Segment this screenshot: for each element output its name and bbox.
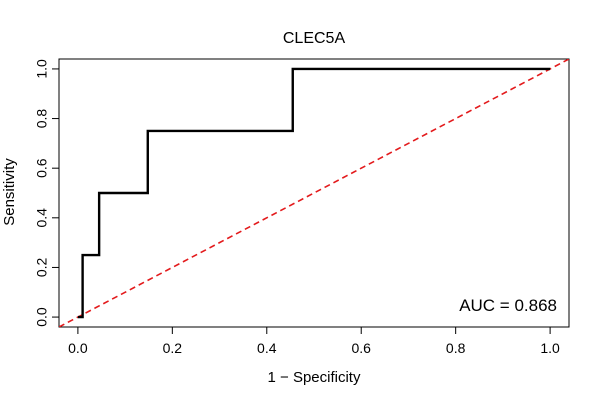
plot-area: 0.0 0.2 0.4 0.6 0.8 1.0 0.0 0.2 0.4 0.6 0.8 1.0 AUC …: [34, 58, 570, 356]
reference-line: [59, 59, 569, 327]
y-axis-title: Sensitivity: [1, 158, 18, 226]
roc-curve: [77, 67, 551, 319]
chart-title: CLEC5A: [283, 30, 346, 47]
x-tick-label: 1.0: [540, 340, 560, 356]
y-tick-label: 0.0: [34, 307, 50, 327]
x-tick-label: 0.8: [446, 340, 466, 356]
y-tick-label: 0.8: [34, 109, 50, 129]
y-tick-label: 0.2: [34, 258, 50, 278]
x-tick-label: 0.4: [257, 340, 277, 356]
auc-annotation: AUC = 0.868: [459, 296, 557, 315]
y-tick-label: 0.6: [34, 158, 50, 178]
x-tick-label: 0.0: [68, 340, 88, 356]
y-tick-label: 0.4: [34, 208, 50, 228]
y-tick-label: 1.0: [34, 59, 50, 79]
x-tick-label: 0.2: [163, 340, 183, 356]
x-axis-title: 1 − Specificity: [268, 369, 361, 386]
x-tick-label: 0.6: [351, 340, 371, 356]
